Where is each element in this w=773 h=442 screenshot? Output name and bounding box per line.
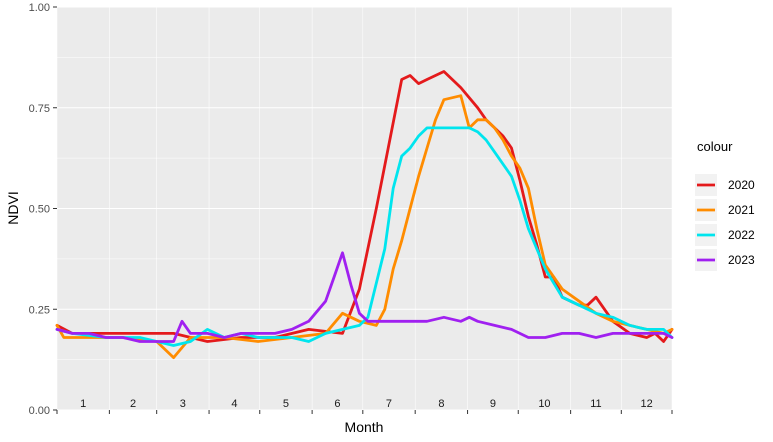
x-axis-title: Month: [345, 419, 384, 435]
y-tick-label: 1.00: [29, 2, 50, 14]
month-label: 8: [438, 398, 444, 410]
legend-title: colour: [697, 139, 733, 154]
legend-label-2020: 2020: [728, 178, 755, 192]
y-tick-label: 0.50: [29, 204, 50, 216]
month-label: 12: [641, 398, 653, 410]
month-label: 2: [130, 398, 136, 410]
y-tick-label: 0.25: [29, 304, 50, 316]
x-axis: [56, 410, 673, 414]
month-label: 11: [590, 398, 601, 410]
month-label: 5: [283, 398, 289, 410]
legend-label-2021: 2021: [728, 203, 755, 217]
month-label: 7: [386, 398, 392, 410]
month-tick-labels: 1 2 3 4 5 6 7 8 9 10 11 12: [80, 398, 653, 410]
month-label: 1: [80, 398, 86, 410]
legend-label-2023: 2023: [728, 253, 755, 267]
y-tick-label: 0.00: [29, 405, 50, 417]
month-label: 10: [538, 398, 550, 410]
y-tick-label: 0.75: [29, 103, 50, 115]
major-gridlines: [57, 6, 672, 411]
legend-label-2022: 2022: [728, 228, 755, 242]
month-label: 3: [180, 398, 186, 410]
y-axis: 0.00 0.25 0.50 0.75 1.00: [29, 2, 57, 417]
y-axis-title: NDVI: [5, 191, 21, 224]
month-label: 9: [490, 398, 496, 410]
month-label: 6: [334, 398, 340, 410]
series-lines: [55, 70, 674, 360]
month-label: 4: [231, 398, 237, 410]
legend: colour 2020 2021 2022 2023: [695, 139, 755, 271]
series-line-2023: [55, 251, 674, 343]
series-line-2022: [55, 126, 674, 347]
series-line-2021: [55, 94, 674, 360]
